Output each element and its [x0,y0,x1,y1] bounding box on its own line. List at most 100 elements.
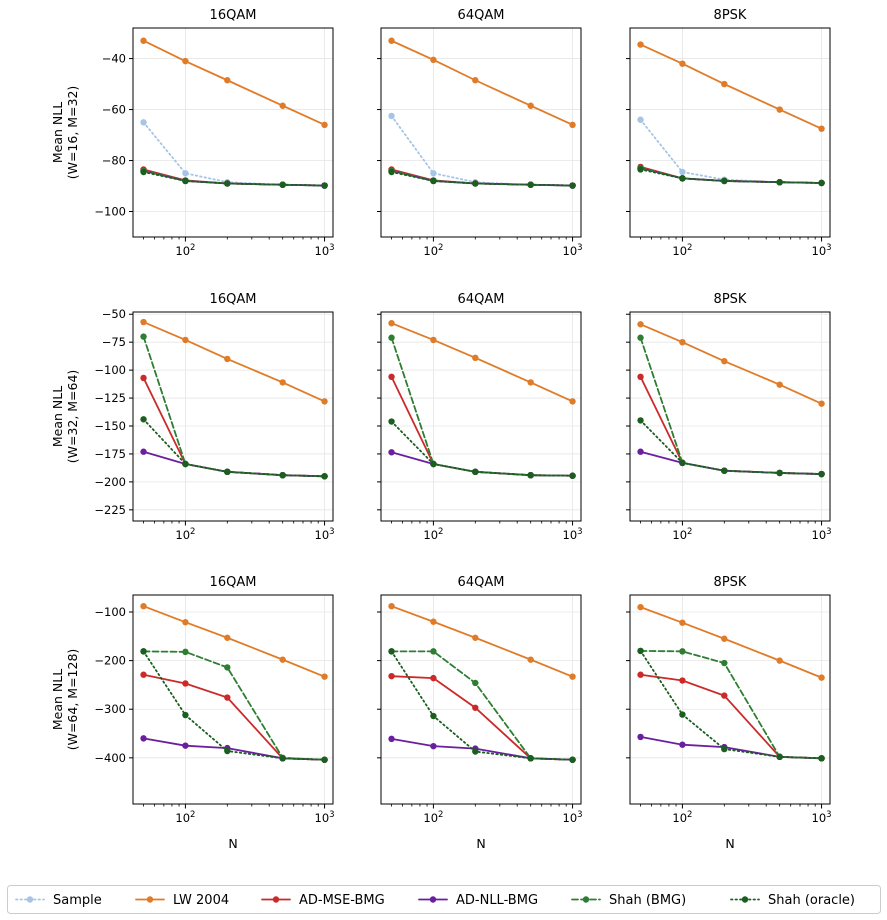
data-point-sample [182,170,189,177]
data-point-ad-nll-bmg [637,733,644,741]
x-tick-label: 103 [812,810,832,825]
axes-frame [132,27,334,238]
data-point-shah-oracle [527,755,534,762]
data-point-shah-oracle [224,468,231,476]
data-point-lw-2004 [776,106,783,113]
y-tick-label: −100 [94,205,126,219]
data-point-lw-2004 [388,602,395,610]
legend-marker-sample [26,896,34,903]
data-point-shah-oracle [472,180,479,187]
data-point-sample [679,168,686,176]
axes-frame [629,27,831,238]
y-tick-label: −150 [94,419,126,433]
data-point-shah-oracle [569,472,576,479]
axes-frame [132,594,334,805]
data-point-ad-mse-bmg [140,671,147,678]
panel-title: 8PSK [714,292,747,307]
data-point-lw-2004 [472,77,479,84]
x-tick-label: 102 [175,243,195,258]
x-axis-label: N [228,836,237,851]
x-tick-label: 103 [812,527,832,542]
panel-title: 8PSK [714,8,747,23]
data-point-shah-oracle [224,747,231,755]
data-point-shah-oracle [182,177,189,185]
data-point-lw-2004 [818,674,825,681]
data-point-lw-2004 [721,80,728,88]
data-point-lw-2004 [527,379,534,386]
data-point-lw-2004 [818,125,825,132]
x-tick-label: 103 [315,810,335,825]
data-point-ad-nll-bmg [679,741,686,748]
series-line-shah-oracle [142,418,326,478]
data-point-shah-bmg [637,334,644,341]
data-point-lw-2004 [224,634,231,641]
data-point-lw-2004 [776,381,783,388]
axes-frame [380,594,582,805]
x-tick-label: 102 [672,527,692,542]
legend-label-shah-oracle: Shah (oracle) [768,893,855,908]
data-point-lw-2004 [279,102,286,109]
series-line-lw-2004 [639,43,823,130]
x-axis-label: N [725,836,734,851]
y-tick-label: −200 [94,475,126,489]
data-point-shah-oracle [776,469,783,477]
data-point-shah-bmg [679,648,686,655]
data-point-lw-2004 [182,57,189,65]
series-line-lw-2004 [142,321,326,403]
panel-r3-c1: −400 −300 −200 −100 102 103 16QAM N [94,575,334,851]
y-axis-label-line1: Mean NLL [50,669,65,730]
data-point-lw-2004 [472,634,479,641]
x-axis-label: N [476,836,485,851]
data-point-lw-2004 [637,321,644,328]
series-line-lw-2004 [142,605,326,678]
legend-marker-lw-2004 [146,896,154,903]
series-line-shah-bmg [390,336,574,477]
data-point-shah-oracle [776,753,783,761]
series-line-lw-2004 [390,322,574,403]
y-axis-label: Mean NLL (W=64, M=128) [50,649,80,751]
data-point-ad-nll-bmg [140,735,147,742]
legend: Sample LW 2004 AD-MSE-BMG AD-NLL-BMG Shah (B… [7,885,881,914]
data-point-ad-mse-bmg [637,671,644,678]
data-point-shah-oracle [224,180,231,187]
panel-title: 64QAM [458,292,505,307]
x-tick-label: 102 [175,527,195,542]
data-point-lw-2004 [140,602,147,610]
data-point-shah-oracle [637,166,644,173]
y-axis-label-line2: (W=64, M=128) [65,649,80,751]
panel-r2-c3: 102 103 8PSK [626,292,832,542]
data-point-ad-nll-bmg [388,735,395,743]
data-point-shah-oracle [388,648,395,655]
series-line-shah-oracle [639,168,823,184]
data-point-shah-oracle [430,177,437,185]
data-point-shah-oracle [279,755,286,762]
panel-title: 64QAM [458,575,505,590]
series-line-lw-2004 [142,39,326,126]
data-point-ad-mse-bmg [721,692,728,699]
series-line-shah-oracle [390,420,574,477]
data-point-shah-oracle [637,417,644,424]
data-point-lw-2004 [224,77,231,84]
data-point-ad-mse-bmg [182,680,189,687]
series-line-ad-mse-bmg [142,377,326,478]
data-point-shah-oracle [140,168,147,176]
data-point-shah-bmg [472,679,479,687]
legend-marker-shah-bmg [582,896,590,903]
data-point-lw-2004 [637,41,644,48]
data-point-lw-2004 [182,336,189,344]
x-tick-label: 103 [315,243,335,258]
data-point-ad-mse-bmg [430,674,437,682]
panel-title: 16QAM [210,292,257,307]
data-point-lw-2004 [721,635,728,642]
data-point-sample [430,170,437,177]
series-line-sample [390,115,574,187]
data-point-shah-oracle [388,168,395,176]
x-tick-label: 103 [563,810,583,825]
data-point-lw-2004 [569,673,576,680]
data-point-lw-2004 [818,400,825,407]
series-line-shah-oracle [390,171,574,187]
panel-r3-c3: 102 103 8PSK N [626,575,832,851]
x-tick-label: 103 [563,527,583,542]
y-axis-label: Mean NLL (W=16, M=32) [50,86,80,180]
data-point-shah-bmg [430,648,437,655]
